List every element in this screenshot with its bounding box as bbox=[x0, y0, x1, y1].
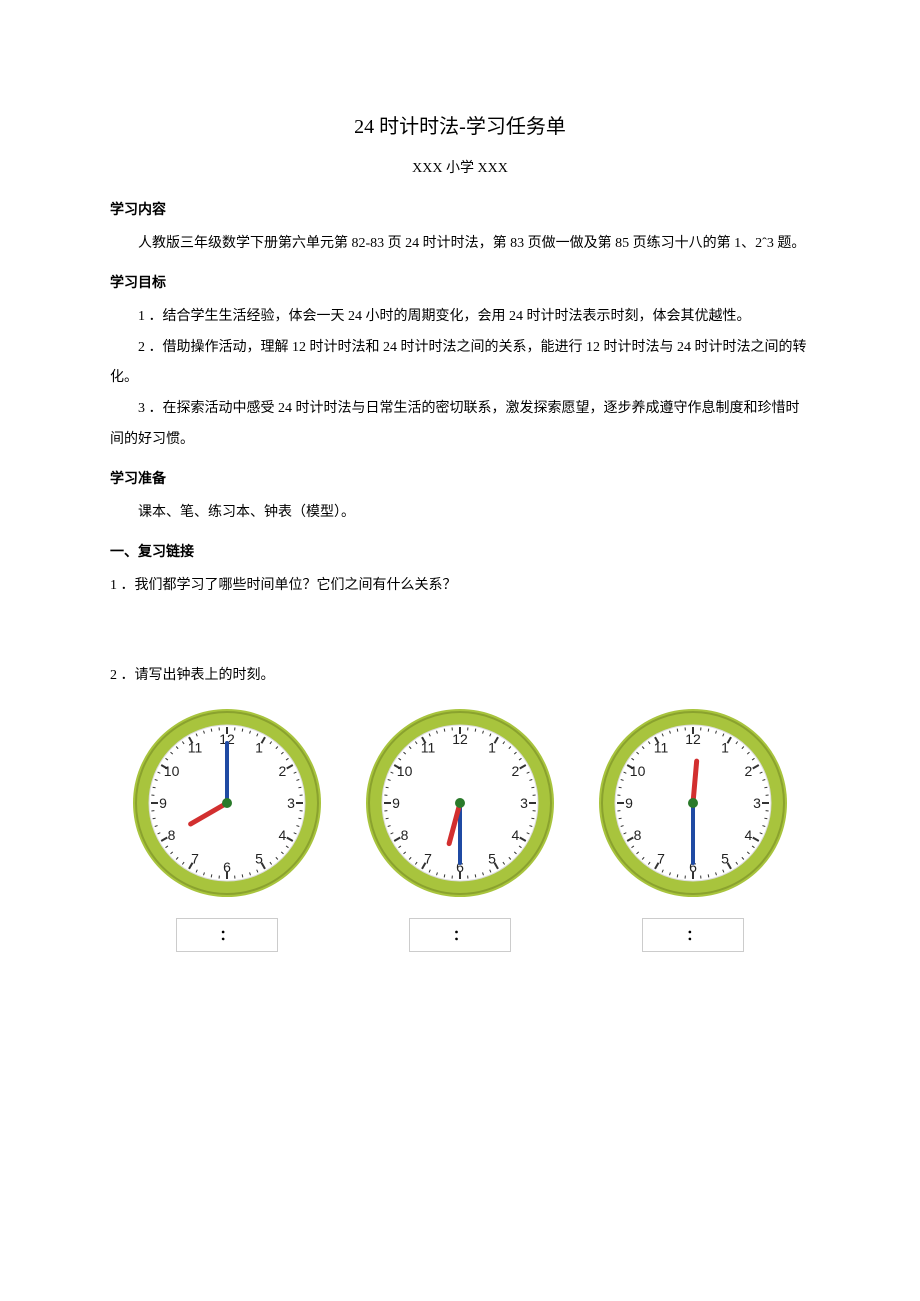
answer-box-3: ： bbox=[642, 918, 744, 952]
section-head-prep: 学习准备 bbox=[110, 468, 810, 488]
svg-text:10: 10 bbox=[163, 763, 179, 779]
clock-2: 123456789101112 bbox=[365, 708, 555, 898]
svg-text:4: 4 bbox=[745, 827, 753, 843]
svg-text:1: 1 bbox=[488, 740, 496, 756]
svg-text:8: 8 bbox=[167, 827, 175, 843]
svg-text:12: 12 bbox=[686, 731, 702, 747]
prep-paragraph: 课本、笔、练习本、钟表（模型）。 bbox=[110, 498, 810, 529]
clock-col-2: 123456789101112 ： bbox=[360, 708, 560, 952]
svg-text:2: 2 bbox=[745, 763, 753, 779]
svg-text:8: 8 bbox=[634, 827, 642, 843]
clock-1: 123456789101112 bbox=[132, 708, 322, 898]
clock-col-1: 123456789101112 ： bbox=[127, 708, 327, 952]
svg-text:3: 3 bbox=[753, 795, 761, 811]
clock-col-3: 123456789101112 ： bbox=[593, 708, 793, 952]
clocks-row: 123456789101112 ： 123456789101112 ： 1234… bbox=[110, 708, 810, 952]
page-title: 24 时计时法-学习任务单 bbox=[110, 110, 810, 139]
svg-text:4: 4 bbox=[278, 827, 286, 843]
svg-text:10: 10 bbox=[397, 763, 413, 779]
svg-text:12: 12 bbox=[452, 731, 468, 747]
goal-item-1: 1 ．结合学生生活经验，体会一天 24 小时的周期变化，会用 24 时计时法表示… bbox=[110, 302, 810, 333]
svg-text:5: 5 bbox=[721, 851, 729, 867]
svg-text:5: 5 bbox=[488, 851, 496, 867]
goal-item-2: 2 ．借助操作活动，理解 12 时计时法和 24 时计时法之间的关系，能进行 1… bbox=[110, 333, 810, 395]
clock-3: 123456789101112 bbox=[598, 708, 788, 898]
question-1: 1 ．我们都学习了哪些时间单位？它们之间有什么关系？ bbox=[110, 571, 810, 602]
content-paragraph: 人教版三年级数学下册第六单元第 82-83 页 24 时计时法，第 83 页做一… bbox=[110, 229, 810, 260]
svg-text:6: 6 bbox=[223, 859, 231, 875]
svg-text:9: 9 bbox=[159, 795, 167, 811]
svg-text:2: 2 bbox=[278, 763, 286, 779]
answer-box-1: ： bbox=[176, 918, 278, 952]
section-head-content: 学习内容 bbox=[110, 199, 810, 219]
section-head-review: 一、复习链接 bbox=[110, 541, 810, 561]
svg-text:9: 9 bbox=[625, 795, 633, 811]
svg-text:3: 3 bbox=[520, 795, 528, 811]
answer-box-2: ： bbox=[409, 918, 511, 952]
svg-text:11: 11 bbox=[654, 740, 669, 756]
svg-text:5: 5 bbox=[255, 851, 263, 867]
svg-text:10: 10 bbox=[630, 763, 646, 779]
svg-text:1: 1 bbox=[721, 740, 729, 756]
goal-item-3: 3 ．在探索活动中感受 24 时计时法与日常生活的密切联系，激发探索愿望，逐步养… bbox=[110, 394, 810, 456]
spacer bbox=[110, 601, 810, 661]
page-subtitle: XXX 小学 XXX bbox=[110, 157, 810, 177]
svg-text:8: 8 bbox=[401, 827, 409, 843]
question-2: 2 ．请写出钟表上的时刻。 bbox=[110, 661, 810, 692]
svg-text:7: 7 bbox=[657, 851, 665, 867]
svg-text:2: 2 bbox=[512, 763, 520, 779]
svg-text:1: 1 bbox=[255, 740, 263, 756]
svg-text:7: 7 bbox=[191, 851, 199, 867]
svg-text:11: 11 bbox=[187, 740, 202, 756]
page: 24 时计时法-学习任务单 XXX 小学 XXX 学习内容 人教版三年级数学下册… bbox=[0, 0, 920, 1040]
svg-text:7: 7 bbox=[424, 851, 432, 867]
svg-text:11: 11 bbox=[421, 740, 436, 756]
svg-text:4: 4 bbox=[512, 827, 520, 843]
svg-text:3: 3 bbox=[287, 795, 295, 811]
section-head-goal: 学习目标 bbox=[110, 272, 810, 292]
svg-text:9: 9 bbox=[392, 795, 400, 811]
